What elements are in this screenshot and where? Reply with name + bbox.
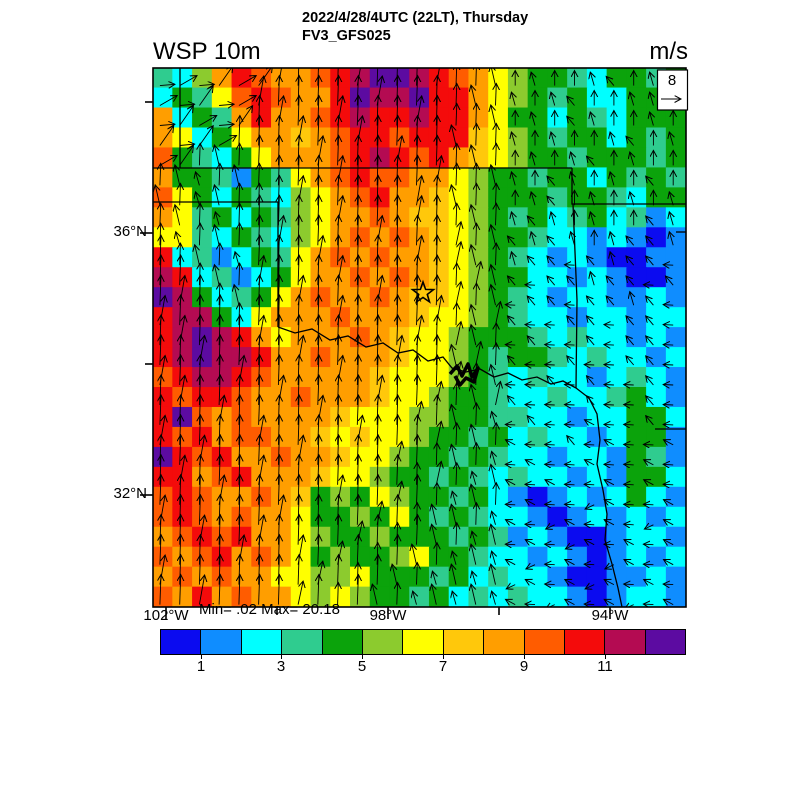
colorbar-segment: [201, 630, 242, 654]
colorbar-segment: [161, 630, 202, 654]
colorbar-tick: [524, 655, 526, 659]
colorbar-tick: [362, 655, 364, 659]
units-label: m/s: [649, 38, 688, 65]
colorbar-segment: [322, 630, 363, 654]
colorbar-tick: [605, 655, 607, 659]
colorbar-tick-label: 1: [196, 658, 206, 675]
colorbar-tick-label: 9: [519, 658, 529, 675]
colorbar-segment: [645, 630, 686, 654]
reference-vector-box: [656, 69, 689, 111]
lon-tick-label-94w: 94°W: [591, 607, 629, 624]
star-marker: [410, 279, 436, 304]
colorbar-segment: [484, 630, 525, 654]
wind-vectors: [155, 68, 673, 607]
colorbar-segment: [282, 630, 323, 654]
reference-vector-value: 8: [667, 72, 677, 89]
colorbar-tick-label: 7: [438, 658, 448, 675]
lat-tick-label-36n: 36°N: [113, 223, 147, 240]
colorbar-segment: [443, 630, 485, 654]
colorbar-tick: [200, 655, 202, 659]
colorbar-tick-label: 3: [276, 658, 286, 675]
colorbar: [160, 629, 686, 655]
variable-title: WSP 10m: [153, 38, 261, 65]
colorbar-segment: [524, 630, 565, 654]
colorbar-tick: [281, 655, 283, 659]
model-title: FV3_GFS025: [302, 28, 391, 44]
map-frame: [152, 67, 687, 608]
axis-ticks: [140, 101, 611, 619]
lat-tick-label-32n: 32°N: [113, 485, 147, 502]
scribble-marker: [448, 362, 480, 387]
min-max-label: Min= .02 Max= 20.18: [199, 601, 340, 618]
colorbar-segment: [241, 630, 283, 654]
colorbar-segment: [564, 630, 606, 654]
colorbar-segment: [362, 630, 404, 654]
colorbar-tick-label: 11: [597, 658, 613, 675]
datetime-title: 2022/4/28/4UTC (22LT), Thursday: [302, 10, 529, 26]
colorbar-tick: [443, 655, 445, 659]
lon-tick-label-102w: 102°W: [143, 607, 189, 624]
colorbar-tick-label: 5: [357, 658, 367, 675]
colorbar-segment: [605, 630, 646, 654]
lon-tick-label-98w: 98°W: [369, 607, 407, 624]
colorbar-segment: [403, 630, 444, 654]
